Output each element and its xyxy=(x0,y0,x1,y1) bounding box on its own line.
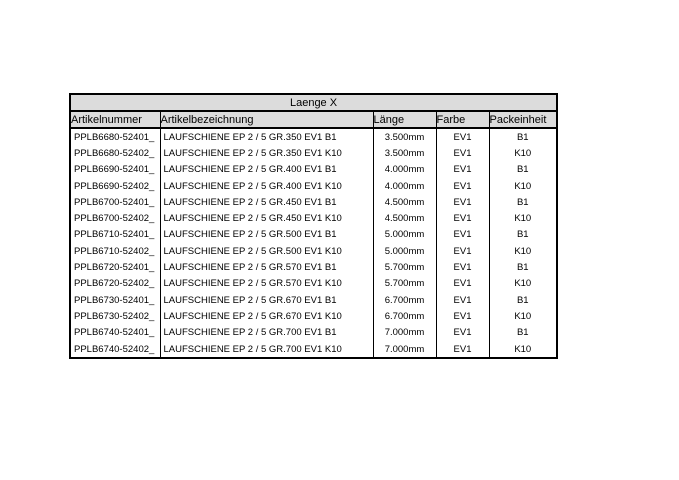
table-cell: LAUFSCHIENE EP 2 / 5 GR.500 EV1 B1 xyxy=(159,226,374,244)
table-cell: 7.000mm xyxy=(372,340,437,359)
table-cell: LAUFSCHIENE EP 2 / 5 GR.500 EV1 K10 xyxy=(159,243,374,260)
table-row: PPLB6710-52402_ LAUFSCHIENE EP 2 / 5 GR.5… xyxy=(69,243,558,260)
table-cell: PPLB6730-52401_ xyxy=(69,291,161,309)
table-row: PPLB6720-52402_ LAUFSCHIENE EP 2 / 5 GR.5… xyxy=(69,275,558,292)
table-cell: EV1 xyxy=(435,340,490,359)
table-cell: 6.700mm xyxy=(372,291,437,309)
table-cell: B1 xyxy=(488,291,558,309)
table-cell: 3.500mm xyxy=(372,145,437,162)
table-cell: PPLB6740-52401_ xyxy=(69,324,161,341)
table-cell: 4.500mm xyxy=(372,194,437,211)
table-cell: PPLB6680-52401_ xyxy=(69,128,161,146)
table-cell: 7.000mm xyxy=(372,324,437,341)
column-header-farbe: Farbe xyxy=(435,111,490,129)
table-cell: 5.000mm xyxy=(372,226,437,244)
table-cell: EV1 xyxy=(435,324,490,341)
table-row: PPLB6720-52401_ LAUFSCHIENE EP 2 / 5 GR.5… xyxy=(69,259,558,276)
table-cell: EV1 xyxy=(435,210,490,227)
table-cell: EV1 xyxy=(435,275,490,292)
table-cell: K10 xyxy=(488,340,558,359)
table-cell: PPLB6680-52402_ xyxy=(69,145,161,162)
column-header-packeinheit: Packeinheit xyxy=(488,111,558,129)
table-cell: 3.500mm xyxy=(372,128,437,146)
table-cell: LAUFSCHIENE EP 2 / 5 GR.570 EV1 B1 xyxy=(159,259,374,276)
table-cell: EV1 xyxy=(435,194,490,211)
table-cell: PPLB6700-52402_ xyxy=(69,210,161,227)
table-row: PPLB6680-52402_ LAUFSCHIENE EP 2 / 5 GR.3… xyxy=(69,145,558,162)
table-row: PPLB6700-52402_ LAUFSCHIENE EP 2 / 5 GR.4… xyxy=(69,210,558,227)
table-cell: LAUFSCHIENE EP 2 / 5 GR.700 EV1 K10 xyxy=(159,340,374,359)
table-cell: 4.000mm xyxy=(372,161,437,178)
table-cell: PPLB6730-52402_ xyxy=(69,308,161,325)
table-cell: 5.000mm xyxy=(372,243,437,260)
table-cell: K10 xyxy=(488,210,558,227)
table-cell: LAUFSCHIENE EP 2 / 5 GR.400 EV1 B1 xyxy=(159,161,374,178)
table-row: PPLB6740-52402_ LAUFSCHIENE EP 2 / 5 GR.7… xyxy=(69,340,558,359)
table-cell: PPLB6700-52401_ xyxy=(69,194,161,211)
table-cell: 6.700mm xyxy=(372,308,437,325)
column-header-artikelbezeichnung: Artikelbezeichnung xyxy=(159,111,374,129)
table-title: Laenge X xyxy=(70,94,558,112)
table-cell: K10 xyxy=(488,275,558,292)
table-cell: B1 xyxy=(488,226,558,244)
table-head: Laenge X Artikelnummer Artikelbezeichnun… xyxy=(69,94,558,129)
table-row: PPLB6700-52401_ LAUFSCHIENE EP 2 / 5 GR.4… xyxy=(69,194,558,211)
table-cell: EV1 xyxy=(435,161,490,178)
table-cell: LAUFSCHIENE EP 2 / 5 GR.450 EV1 K10 xyxy=(159,210,374,227)
column-header-row: Artikelnummer Artikelbezeichnung Länge F… xyxy=(69,111,558,129)
table-cell: LAUFSCHIENE EP 2 / 5 GR.700 EV1 B1 xyxy=(159,324,374,341)
table-cell: B1 xyxy=(488,128,558,146)
table-cell: EV1 xyxy=(435,243,490,260)
table-row: PPLB6730-52401_ LAUFSCHIENE EP 2 / 5 GR.6… xyxy=(69,291,558,309)
table-cell: B1 xyxy=(488,194,558,211)
table-cell: K10 xyxy=(488,145,558,162)
table-cell: EV1 xyxy=(435,226,490,244)
table-cell: 4.000mm xyxy=(372,177,437,195)
table-cell: EV1 xyxy=(435,145,490,162)
table-row: PPLB6690-52401_ LAUFSCHIENE EP 2 / 5 GR.4… xyxy=(69,161,558,178)
table-cell: EV1 xyxy=(435,128,490,146)
table-cell: 5.700mm xyxy=(372,259,437,276)
table-cell: 4.500mm xyxy=(372,210,437,227)
table-cell: PPLB6710-52402_ xyxy=(69,243,161,260)
table-cell: PPLB6690-52402_ xyxy=(69,177,161,195)
table-cell: EV1 xyxy=(435,259,490,276)
table-cell: EV1 xyxy=(435,308,490,325)
table-cell: PPLB6720-52401_ xyxy=(69,259,161,276)
table-body: PPLB6680-52401_ LAUFSCHIENE EP 2 / 5 GR.3… xyxy=(69,128,558,359)
table-cell: LAUFSCHIENE EP 2 / 5 GR.400 EV1 K10 xyxy=(159,177,374,195)
table-cell: B1 xyxy=(488,324,558,341)
table-cell: EV1 xyxy=(435,177,490,195)
table-cell: LAUFSCHIENE EP 2 / 5 GR.350 EV1 K10 xyxy=(159,145,374,162)
table-cell: PPLB6690-52401_ xyxy=(69,161,161,178)
table-cell: PPLB6740-52402_ xyxy=(69,340,161,359)
table-cell: LAUFSCHIENE EP 2 / 5 GR.570 EV1 K10 xyxy=(159,275,374,292)
article-table: Laenge X Artikelnummer Artikelbezeichnun… xyxy=(69,93,559,360)
table-cell: B1 xyxy=(488,161,558,178)
column-header-laenge: Länge xyxy=(372,111,437,129)
table-cell: PPLB6720-52402_ xyxy=(69,275,161,292)
table-cell: EV1 xyxy=(435,291,490,309)
table-row: PPLB6730-52402_ LAUFSCHIENE EP 2 / 5 GR.6… xyxy=(69,308,558,325)
table-cell: B1 xyxy=(488,259,558,276)
table-row: PPLB6680-52401_ LAUFSCHIENE EP 2 / 5 GR.3… xyxy=(69,128,558,146)
table-row: PPLB6690-52402_ LAUFSCHIENE EP 2 / 5 GR.4… xyxy=(69,177,558,195)
table-cell: K10 xyxy=(488,243,558,260)
table-cell: LAUFSCHIENE EP 2 / 5 GR.670 EV1 K10 xyxy=(159,308,374,325)
table-row: PPLB6740-52401_ LAUFSCHIENE EP 2 / 5 GR.7… xyxy=(69,324,558,341)
article-table-container: Laenge X Artikelnummer Artikelbezeichnun… xyxy=(69,93,559,360)
table-cell: K10 xyxy=(488,308,558,325)
table-cell: LAUFSCHIENE EP 2 / 5 GR.350 EV1 B1 xyxy=(159,128,374,146)
table-cell: LAUFSCHIENE EP 2 / 5 GR.670 EV1 B1 xyxy=(159,291,374,309)
table-cell: 5.700mm xyxy=(372,275,437,292)
column-header-artikelnummer: Artikelnummer xyxy=(69,111,161,129)
table-cell: LAUFSCHIENE EP 2 / 5 GR.450 EV1 B1 xyxy=(159,194,374,211)
table-row: PPLB6710-52401_ LAUFSCHIENE EP 2 / 5 GR.5… xyxy=(69,226,558,244)
table-cell: PPLB6710-52401_ xyxy=(69,226,161,244)
table-cell: K10 xyxy=(488,177,558,195)
title-row: Laenge X xyxy=(70,94,558,112)
